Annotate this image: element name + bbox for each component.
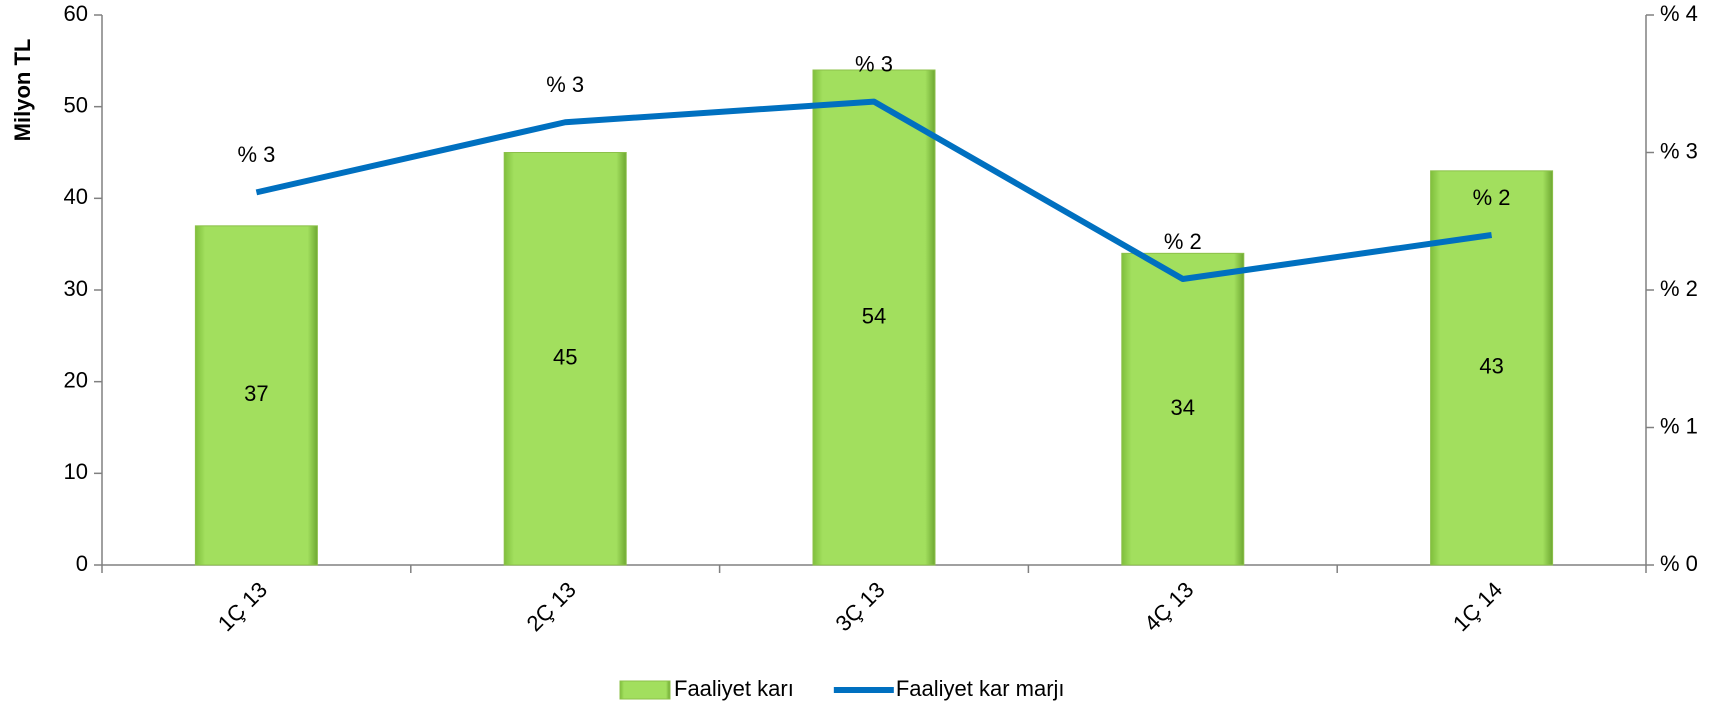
x-tick-label: 1Ç 13 xyxy=(213,577,272,636)
x-tick-label: 3Ç 13 xyxy=(830,577,889,636)
legend-label: Faaliyet karı xyxy=(674,676,794,701)
bar-value-label: 45 xyxy=(553,345,577,370)
bar xyxy=(812,69,936,566)
x-tick-label: 2Ç 13 xyxy=(522,577,581,636)
y2-tick-label: % 2 xyxy=(1660,276,1698,301)
line-value-label: % 3 xyxy=(237,142,275,167)
legend-swatch xyxy=(619,680,671,700)
y-axis-title: Milyon TL xyxy=(10,39,35,142)
legend-label: Faaliyet kar marjı xyxy=(896,676,1065,701)
line xyxy=(255,98,1493,282)
y2-tick-label: % 3 xyxy=(1660,138,1698,163)
y-tick-label: 10 xyxy=(64,459,88,484)
bar-value-label: 43 xyxy=(1479,354,1503,379)
bar xyxy=(503,152,627,566)
line-value-label: % 2 xyxy=(1473,185,1511,210)
y-tick-label: 0 xyxy=(76,551,88,576)
y-tick-label: 60 xyxy=(64,1,88,26)
y-tick-label: 50 xyxy=(64,92,88,117)
y2-tick-label: % 0 xyxy=(1660,551,1698,576)
y2-tick-label: % 4 xyxy=(1660,1,1698,26)
line-value-label: % 3 xyxy=(855,51,893,76)
x-tick-label: 1Ç 14 xyxy=(1448,577,1507,636)
bar xyxy=(194,225,318,566)
line-value-label: % 2 xyxy=(1164,229,1202,254)
bar xyxy=(1121,252,1245,566)
bar-value-label: 54 xyxy=(862,303,886,328)
x-tick-label: 4Ç 13 xyxy=(1139,577,1198,636)
y2-tick-label: % 1 xyxy=(1660,413,1698,438)
y-tick-label: 20 xyxy=(64,367,88,392)
y-tick-label: 40 xyxy=(64,184,88,209)
bar-value-label: 37 xyxy=(244,381,268,406)
y-tick-label: 30 xyxy=(64,276,88,301)
bar-value-label: 34 xyxy=(1171,395,1195,420)
line-value-label: % 3 xyxy=(546,72,584,97)
